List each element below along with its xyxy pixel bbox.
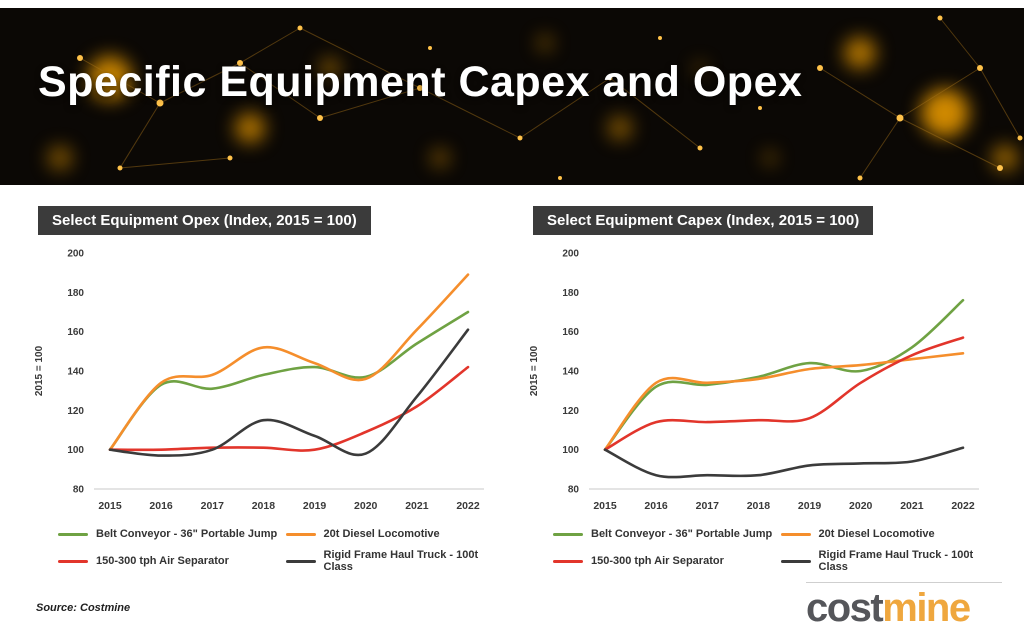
- legend-item: Rigid Frame Haul Truck - 100t Class: [780, 549, 1003, 573]
- y-axis-tick: 180: [562, 288, 579, 299]
- x-axis-tick: 2016: [644, 500, 668, 512]
- x-axis-tick: 2017: [201, 500, 225, 512]
- y-axis-tick: 140: [67, 367, 84, 378]
- line-chart-svg: 80 100 120 140 160 180 200 2015 2016 2017 2018 2019…: [34, 249, 484, 512]
- legend-swatch: [285, 532, 316, 536]
- x-axis-tick: 2018: [747, 500, 771, 512]
- header-glow-graphic: [48, 35, 1018, 171]
- legend-label: 20t Diesel Locomotive: [818, 528, 935, 540]
- x-axis-tick: 2022: [456, 500, 480, 512]
- x-axis-tick: 2017: [696, 500, 720, 512]
- legend-item: Belt Conveyor - 36" Portable Jump: [58, 528, 280, 540]
- line-chart-svg: 80 100 120 140 160 180 200 2015 2016 2017 2018 2019…: [529, 249, 979, 512]
- legend-label: 150-300 tph Air Separator: [591, 555, 724, 567]
- legend-label: Belt Conveyor - 36" Portable Jump: [96, 528, 278, 540]
- legend-label: 20t Diesel Locomotive: [323, 528, 440, 540]
- legend-label: Rigid Frame Haul Truck - 100t Class: [323, 549, 479, 573]
- opex-line-chart: 80 100 120 140 160 180 200 2015 2016 2017 2018 2019…: [30, 239, 511, 526]
- y-axis-tick: 120: [562, 406, 579, 417]
- page-title: Specific Equipment Capex and Opex: [38, 58, 803, 106]
- x-axis-tick: 2016: [149, 500, 173, 512]
- series-line: [108, 328, 470, 457]
- charts-row: Select Equipment Opex (Index, 2015 = 100…: [30, 206, 1006, 573]
- logo-text-mine: mine: [882, 586, 971, 630]
- legend-swatch: [58, 532, 88, 536]
- series-line: [603, 336, 965, 451]
- y-axis-tick: 160: [562, 327, 579, 338]
- x-axis-tick: 2020: [849, 500, 873, 512]
- legend-swatch: [285, 559, 316, 563]
- header-banner: Specific Equipment Capex and Opex: [0, 8, 1024, 185]
- chart-panel-opex: Select Equipment Opex (Index, 2015 = 100…: [30, 206, 511, 573]
- legend-swatch: [58, 559, 88, 563]
- series-line: [108, 365, 470, 452]
- y-axis-label: 2015 = 100: [529, 345, 540, 396]
- header-network-graphic: [77, 15, 1023, 181]
- y-axis-tick: 80: [568, 485, 580, 496]
- y-axis-tick: 180: [67, 288, 84, 299]
- x-axis-tick: 2022: [951, 500, 975, 512]
- opex-legend: Belt Conveyor - 36" Portable Jump 20t Die…: [30, 526, 511, 573]
- x-axis-tick: 2015: [98, 500, 122, 512]
- x-axis-tick: 2020: [354, 500, 378, 512]
- legend-swatch: [780, 559, 811, 563]
- legend-item: 20t Diesel Locomotive: [285, 528, 508, 540]
- y-axis-label: 2015 = 100: [34, 345, 45, 396]
- series-line: [603, 298, 965, 451]
- legend-label: Belt Conveyor - 36" Portable Jump: [591, 528, 773, 540]
- chart-title-capex: Select Equipment Capex (Index, 2015 = 10…: [533, 206, 874, 235]
- source-note: Source: Costmine: [36, 602, 131, 614]
- y-axis-tick: 140: [562, 367, 579, 378]
- y-axis-tick: 200: [67, 249, 84, 260]
- legend-item: 20t Diesel Locomotive: [780, 528, 1003, 540]
- series-line: [603, 446, 965, 479]
- legend-swatch: [780, 532, 811, 536]
- costmine-logo: costmine: [806, 582, 1002, 628]
- y-axis-tick: 80: [73, 485, 85, 496]
- logo-text-cost: cost: [806, 586, 884, 630]
- x-axis-tick: 2015: [593, 500, 617, 512]
- series-line: [108, 310, 470, 451]
- legend-swatch: [553, 559, 583, 563]
- capex-legend: Belt Conveyor - 36" Portable Jump 20t Die…: [525, 526, 1006, 573]
- legend-item: 150-300 tph Air Separator: [553, 549, 775, 573]
- legend-item: Rigid Frame Haul Truck - 100t Class: [285, 549, 508, 573]
- x-axis-tick: 2021: [900, 500, 924, 512]
- capex-line-chart: 80 100 120 140 160 180 200 2015 2016 2017 2018 2019…: [525, 239, 1006, 526]
- chart-panel-capex: Select Equipment Capex (Index, 2015 = 10…: [525, 206, 1006, 573]
- legend-label: Rigid Frame Haul Truck - 100t Class: [818, 549, 974, 573]
- legend-swatch: [553, 532, 583, 536]
- legend-item: Belt Conveyor - 36" Portable Jump: [553, 528, 775, 540]
- y-axis-tick: 100: [67, 445, 84, 456]
- x-axis-tick: 2019: [798, 500, 822, 512]
- legend-item: 150-300 tph Air Separator: [58, 549, 280, 573]
- logo-text: costmine: [806, 586, 971, 630]
- x-axis-tick: 2019: [303, 500, 327, 512]
- x-axis-tick: 2021: [405, 500, 429, 512]
- y-axis-tick: 200: [562, 249, 579, 260]
- chart-title-opex: Select Equipment Opex (Index, 2015 = 100…: [38, 206, 371, 235]
- legend-label: 150-300 tph Air Separator: [96, 555, 229, 567]
- series-line: [108, 273, 470, 451]
- x-axis-tick: 2018: [252, 500, 276, 512]
- series-line: [603, 352, 965, 451]
- y-axis-tick: 160: [67, 327, 84, 338]
- y-axis-tick: 100: [562, 445, 579, 456]
- y-axis-tick: 120: [67, 406, 84, 417]
